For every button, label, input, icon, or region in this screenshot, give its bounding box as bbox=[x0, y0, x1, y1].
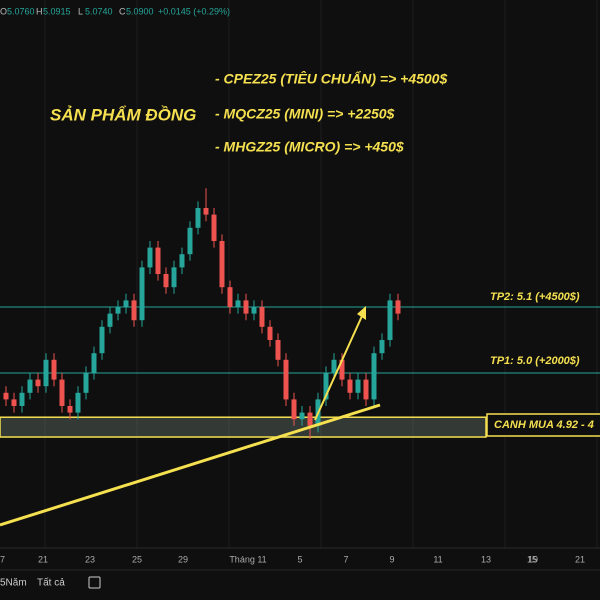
candle-body bbox=[347, 379, 353, 393]
candle-body bbox=[203, 208, 209, 215]
candle-body bbox=[363, 379, 369, 400]
candle-body bbox=[139, 267, 145, 321]
x-label: 11 bbox=[433, 554, 442, 564]
candle-body bbox=[59, 379, 65, 406]
candle-body bbox=[299, 412, 305, 420]
product-line: - MHGZ25 (MICRO) => +450$ bbox=[215, 139, 404, 155]
range-button[interactable]: 5Năm bbox=[0, 578, 27, 589]
candle-body bbox=[331, 359, 337, 373]
arrow bbox=[314, 315, 363, 421]
ohlc-key: O bbox=[0, 6, 7, 16]
candle-body bbox=[259, 307, 265, 327]
trend-line bbox=[0, 403, 381, 527]
candle-body bbox=[371, 353, 377, 400]
candle-body bbox=[227, 287, 233, 307]
candle-body bbox=[355, 379, 361, 393]
ohlc-change: +0.0145 (+0.29%) bbox=[158, 6, 230, 16]
candle-body bbox=[19, 392, 25, 406]
ohlc-key: H bbox=[36, 6, 43, 16]
x-label: 21 bbox=[38, 554, 48, 564]
candle-body bbox=[3, 392, 9, 400]
range-button[interactable]: Tất cả bbox=[37, 577, 65, 589]
candle-body bbox=[91, 353, 97, 373]
arrow-head bbox=[357, 306, 366, 320]
candle-body bbox=[267, 326, 273, 340]
x-label: 13 bbox=[481, 554, 491, 564]
candle-body bbox=[115, 307, 121, 314]
tp2-label: TP2: 5.1 (+4500$) bbox=[490, 291, 580, 303]
candles bbox=[3, 188, 401, 439]
candle-body bbox=[395, 300, 401, 314]
buy-label: CANH MUA 4.92 - 4 bbox=[494, 419, 594, 431]
levels: TP2: 5.1 (+4500$) TP1: 5.0 (+2000$) CANH M… bbox=[0, 291, 600, 438]
candle-body bbox=[219, 241, 225, 288]
product-title: SẢN PHẨM ĐỒNG bbox=[50, 105, 196, 124]
x-label: 21 bbox=[575, 554, 585, 564]
candle-body bbox=[307, 412, 313, 426]
candle-body bbox=[27, 379, 33, 393]
ohlc-value: 5.0760 bbox=[7, 6, 35, 16]
candle-body bbox=[235, 300, 241, 307]
candle-body bbox=[11, 399, 17, 406]
candle-body bbox=[107, 313, 113, 327]
x-label: 25 bbox=[132, 554, 142, 564]
ohlc-key: L bbox=[78, 6, 83, 16]
candle-body bbox=[147, 247, 153, 268]
candle-body bbox=[211, 214, 217, 241]
buy-zone bbox=[0, 416, 487, 438]
candle-body bbox=[67, 406, 73, 413]
candle-body bbox=[99, 326, 105, 354]
candle-body bbox=[51, 359, 57, 380]
x-label: 23 bbox=[85, 554, 95, 564]
grid bbox=[44, 0, 598, 548]
candle-body bbox=[163, 274, 169, 288]
candle-body bbox=[131, 300, 137, 321]
candle-body bbox=[195, 208, 201, 228]
ohlc-value: 5.0900 bbox=[126, 6, 154, 16]
x-label: 29 bbox=[178, 554, 188, 564]
x-label: 19 bbox=[528, 554, 538, 564]
tp1-label: TP1: 5.0 (+2000$) bbox=[490, 355, 580, 367]
x-label: 7 bbox=[343, 554, 348, 564]
ohlc-header: O 5.0760 H 5.0915 L 5.0740 C 5.0900 +0.0145 (+0.… bbox=[0, 6, 230, 16]
candle-body bbox=[251, 307, 257, 314]
buy-label-box bbox=[486, 413, 600, 437]
ohlc-key: C bbox=[119, 6, 126, 16]
candle-body bbox=[339, 359, 345, 380]
candle-body bbox=[171, 267, 177, 288]
candle-body bbox=[155, 247, 161, 274]
candle-body bbox=[323, 373, 329, 400]
candle-body bbox=[243, 300, 249, 314]
candle-body bbox=[35, 379, 41, 387]
product-line: - CPEZ25 (TIÊU CHUẨN) => +4500$ bbox=[215, 70, 447, 87]
candle-body bbox=[379, 340, 385, 354]
candle-body bbox=[275, 340, 281, 360]
candle-body bbox=[387, 300, 393, 340]
candle-body bbox=[187, 227, 193, 255]
calendar-icon[interactable] bbox=[88, 576, 101, 589]
ohlc-value: 5.0915 bbox=[43, 6, 71, 16]
x-label: 9 bbox=[389, 554, 394, 564]
candle-body bbox=[283, 359, 289, 400]
x-label: 15 bbox=[527, 554, 537, 564]
candle-body bbox=[43, 359, 49, 387]
product-line: - MQCZ25 (MINI) => +2250$ bbox=[215, 106, 395, 122]
candle-body bbox=[179, 254, 185, 268]
candle-body bbox=[83, 373, 89, 393]
x-label: 7 bbox=[0, 554, 5, 564]
x-label: 5 bbox=[297, 554, 302, 564]
candle-body bbox=[291, 399, 297, 420]
candle-body bbox=[75, 392, 81, 413]
x-label: Tháng 11 bbox=[229, 554, 266, 564]
candle-body bbox=[123, 300, 129, 307]
ohlc-value: 5.0740 bbox=[85, 6, 113, 16]
